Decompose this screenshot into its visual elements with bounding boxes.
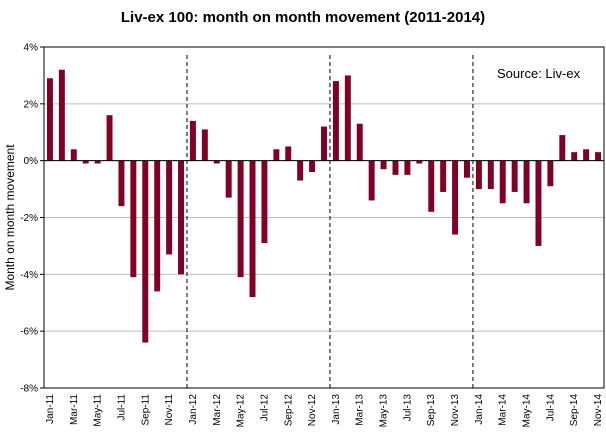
bar-jan-11 bbox=[46, 78, 53, 161]
bar-nov-11 bbox=[166, 160, 173, 255]
bar-may-14 bbox=[523, 160, 530, 204]
bar-aug-14 bbox=[559, 135, 566, 161]
x-tick-label: May-12 bbox=[236, 394, 247, 428]
y-tick-label: 2% bbox=[24, 99, 39, 110]
x-tick-label: Jan-14 bbox=[474, 394, 485, 425]
y-tick-label: -8% bbox=[20, 384, 38, 395]
bar-mar-14 bbox=[499, 160, 506, 204]
bar-feb-12 bbox=[201, 129, 208, 161]
x-tick-label: Sep-13 bbox=[426, 394, 437, 427]
bar-dec-13 bbox=[464, 160, 470, 178]
bar-nov-14 bbox=[595, 152, 602, 161]
x-tick-label: Jul-11 bbox=[116, 394, 127, 421]
x-tick-label: Nov-11 bbox=[164, 394, 175, 426]
bar-nov-12 bbox=[309, 160, 316, 173]
x-tick-label: Jan-11 bbox=[45, 394, 56, 424]
bar-may-11 bbox=[94, 160, 101, 164]
y-tick-label: -4% bbox=[20, 270, 38, 281]
bar-jun-14 bbox=[535, 160, 542, 246]
bar-jul-14 bbox=[547, 160, 554, 187]
bar-mar-11 bbox=[70, 149, 77, 161]
y-tick-label: -6% bbox=[20, 327, 38, 338]
bar-may-12 bbox=[237, 160, 244, 278]
bar-aug-13 bbox=[416, 160, 423, 164]
bar-nov-13 bbox=[452, 160, 459, 235]
bar-mar-13 bbox=[356, 123, 363, 161]
bar-jun-13 bbox=[392, 160, 399, 175]
bar-may-13 bbox=[380, 160, 387, 170]
x-tick-label: May-14 bbox=[522, 394, 533, 428]
x-tick-label: Jul-13 bbox=[402, 394, 413, 422]
bar-jun-11 bbox=[106, 115, 113, 161]
y-tick-label: 0% bbox=[24, 156, 39, 167]
x-tick-label: Nov-14 bbox=[593, 394, 604, 427]
bar-oct-14 bbox=[583, 149, 590, 161]
bar-feb-14 bbox=[487, 160, 494, 190]
bar-jul-11 bbox=[118, 160, 125, 207]
x-tick-label: Mar-12 bbox=[212, 394, 223, 426]
bar-oct-13 bbox=[440, 160, 447, 192]
x-axis: Jan-11 Mar-11 May-11 Jul-11 Sep-11 Nov-11 Jan-… bbox=[45, 394, 604, 428]
bar-apr-14 bbox=[511, 160, 518, 192]
bar-sep-14 bbox=[571, 152, 578, 161]
bar-jan-14 bbox=[475, 160, 482, 190]
x-tick-label: Mar-11 bbox=[69, 394, 80, 425]
bar-sep-13 bbox=[428, 160, 435, 212]
year-dividers bbox=[186, 55, 474, 388]
bar-jul-13 bbox=[404, 160, 411, 175]
x-tick-label: Nov-12 bbox=[307, 394, 318, 427]
source-annotation: Source: Liv-ex bbox=[497, 66, 581, 81]
x-tick-label: Jan-13 bbox=[331, 394, 342, 425]
x-tick-label: Sep-12 bbox=[283, 394, 294, 427]
bar-jun-12 bbox=[249, 160, 256, 298]
bar-jan-13 bbox=[332, 81, 339, 161]
x-tick-label: Nov-13 bbox=[450, 394, 461, 427]
bar-feb-11 bbox=[58, 69, 65, 161]
bar-apr-11 bbox=[82, 160, 89, 164]
bar-apr-12 bbox=[225, 160, 232, 198]
bar-aug-12 bbox=[273, 149, 280, 161]
chart-title: Liv-ex 100: month on month movement (201… bbox=[121, 9, 485, 26]
x-tick-label: Jul-12 bbox=[259, 394, 270, 422]
x-tick-label: Mar-14 bbox=[498, 394, 509, 426]
x-tick-label: Jan-12 bbox=[188, 394, 199, 425]
x-tick-label: May-13 bbox=[379, 394, 390, 428]
bars bbox=[46, 69, 602, 343]
y-axis-label: Month on month movement bbox=[3, 144, 17, 291]
bar-sep-12 bbox=[285, 146, 292, 161]
bar-apr-13 bbox=[368, 160, 375, 201]
bar-oct-12 bbox=[297, 160, 304, 181]
x-tick-label: May-11 bbox=[93, 394, 104, 427]
y-tick-label: -2% bbox=[20, 213, 38, 224]
x-tick-label: Sep-11 bbox=[140, 394, 151, 426]
y-tick-label: 4% bbox=[24, 43, 39, 54]
gridlines bbox=[44, 46, 604, 389]
bar-dec-11 bbox=[178, 160, 184, 275]
bar-jul-12 bbox=[261, 160, 268, 244]
bar-mar-12 bbox=[213, 160, 220, 164]
bar-aug-11 bbox=[130, 160, 137, 278]
x-tick-label: Sep-14 bbox=[569, 394, 580, 427]
x-tick-label: Jul-14 bbox=[545, 394, 556, 422]
x-tick-label: Mar-13 bbox=[355, 394, 366, 426]
bar-sep-11 bbox=[142, 160, 149, 343]
bar-feb-13 bbox=[344, 75, 351, 161]
bar-jan-12 bbox=[189, 120, 196, 161]
bar-oct-11 bbox=[154, 160, 161, 292]
y-axis: -8% -6% -4% -2% 0% 2% 4% bbox=[20, 43, 44, 395]
bar-dec-12 bbox=[321, 126, 327, 161]
